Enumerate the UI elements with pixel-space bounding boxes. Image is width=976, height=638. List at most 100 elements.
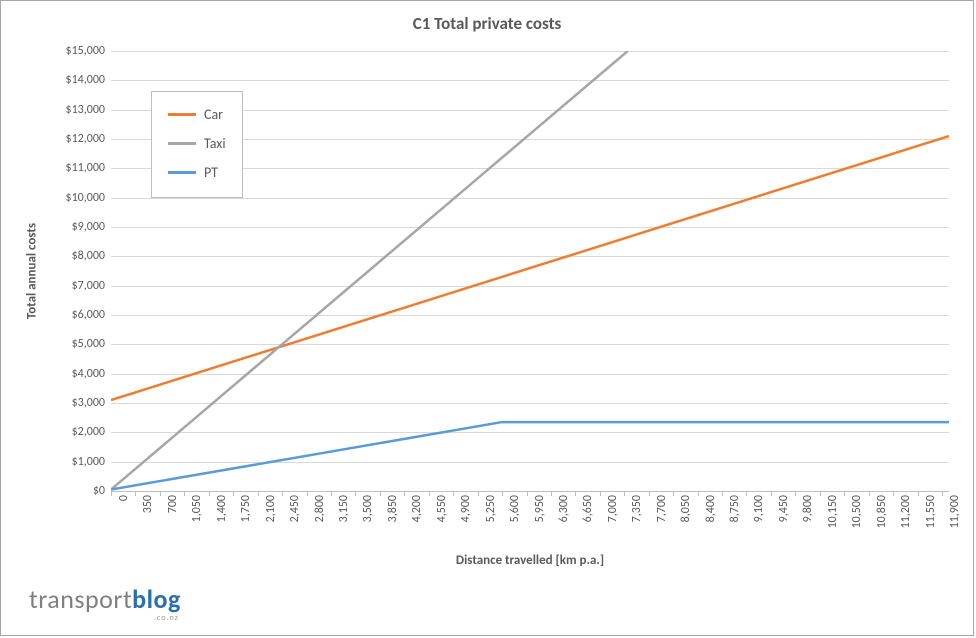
- x-tick-mark: [869, 491, 870, 496]
- legend: Car Taxi PT: [151, 91, 243, 198]
- legend-label: Car: [204, 106, 223, 123]
- x-tick-label: 4,900: [459, 495, 473, 555]
- watermark-text-blue: blog: [132, 583, 181, 615]
- y-axis-label: Total annual costs: [25, 223, 40, 319]
- legend-item: Car: [166, 100, 228, 129]
- x-tick-label: 1,750: [239, 495, 253, 555]
- y-tick-label: $8,000: [72, 249, 105, 263]
- x-tick-mark: [135, 491, 136, 496]
- x-tick-label: 1,400: [215, 495, 229, 555]
- x-tick-mark: [942, 491, 943, 496]
- x-tick-label: 6,650: [581, 495, 595, 555]
- x-tick-label: 7,350: [630, 495, 644, 555]
- x-tick-mark: [502, 491, 503, 496]
- legend-label: PT: [204, 164, 218, 181]
- x-tick-label: 9,800: [801, 495, 815, 555]
- x-tick-mark: [160, 491, 161, 496]
- y-tick-label: $15,000: [66, 44, 106, 58]
- y-tick-label: $6,000: [72, 308, 105, 322]
- x-tick-label: 2,800: [313, 495, 327, 555]
- y-tick-label: $10,000: [66, 191, 106, 205]
- x-tick-label: 0: [117, 495, 131, 555]
- x-tick-label: 9,450: [777, 495, 791, 555]
- x-tick-mark: [600, 491, 601, 496]
- x-tick-label: 4,200: [410, 495, 424, 555]
- legend-label: Taxi: [204, 135, 226, 152]
- y-tick-label: $13,000: [66, 103, 106, 117]
- x-tick-mark: [795, 491, 796, 496]
- x-tick-mark: [722, 491, 723, 496]
- x-axis-line: [111, 491, 949, 492]
- x-tick-label: 2,100: [264, 495, 278, 555]
- x-axis-label: Distance travelled [km p.a.]: [111, 553, 949, 568]
- watermark-logo: transportblog .co.nz: [29, 583, 181, 623]
- x-tick-label: 5,600: [508, 495, 522, 555]
- x-tick-label: 5,250: [484, 495, 498, 555]
- x-tick-label: 1,050: [190, 495, 204, 555]
- x-tick-label: 7,700: [655, 495, 669, 555]
- x-tick-label: 3,850: [386, 495, 400, 555]
- x-tick-label: 350: [141, 495, 155, 555]
- x-tick-mark: [698, 491, 699, 496]
- x-tick-mark: [282, 491, 283, 496]
- x-tick-label: 700: [166, 495, 180, 555]
- chart-frame: C1 Total private costs $0 $1,000 $2,000 $3,…: [0, 0, 974, 636]
- x-tick-mark: [893, 491, 894, 496]
- x-tick-label: 8,050: [679, 495, 693, 555]
- legend-swatch: [168, 171, 196, 174]
- x-tick-mark: [649, 491, 650, 496]
- x-tick-mark: [527, 491, 528, 496]
- x-tick-mark: [820, 491, 821, 496]
- x-tick-mark: [453, 491, 454, 496]
- x-tick-label: 11,200: [899, 495, 913, 555]
- x-tick-label: 8,750: [728, 495, 742, 555]
- chart-title: C1 Total private costs: [1, 13, 973, 34]
- x-tick-mark: [575, 491, 576, 496]
- x-tick-mark: [111, 491, 112, 496]
- watermark-text-gray: transport: [29, 583, 132, 615]
- y-tick-label: $12,000: [66, 132, 106, 146]
- legend-swatch: [168, 142, 196, 145]
- x-tick-label: 4,550: [435, 495, 449, 555]
- x-tick-mark: [746, 491, 747, 496]
- x-tick-mark: [673, 491, 674, 496]
- y-tick-label: $14,000: [66, 73, 106, 87]
- x-tick-mark: [355, 491, 356, 496]
- x-tick-mark: [404, 491, 405, 496]
- x-tick-mark: [184, 491, 185, 496]
- x-tick-mark: [331, 491, 332, 496]
- x-tick-mark: [209, 491, 210, 496]
- y-tick-label: $7,000: [72, 279, 105, 293]
- legend-swatch: [168, 113, 196, 116]
- y-tick-label: $5,000: [72, 337, 105, 351]
- x-tick-mark: [429, 491, 430, 496]
- x-tick-label: 5,950: [533, 495, 547, 555]
- x-tick-mark: [551, 491, 552, 496]
- x-tick-mark: [307, 491, 308, 496]
- x-tick-mark: [624, 491, 625, 496]
- x-tick-mark: [380, 491, 381, 496]
- x-tick-label: 2,450: [288, 495, 302, 555]
- x-tick-label: 7,000: [606, 495, 620, 555]
- y-tick-label: $3,000: [72, 396, 105, 410]
- y-tick-label: $4,000: [72, 367, 105, 381]
- x-tick-label: 3,500: [361, 495, 375, 555]
- x-tick-label: 10,850: [875, 495, 889, 555]
- x-tick-label: 3,150: [337, 495, 351, 555]
- y-tick-label: $11,000: [66, 161, 106, 175]
- x-tick-label: 10,150: [826, 495, 840, 555]
- x-tick-mark: [918, 491, 919, 496]
- y-tick-label: $2,000: [72, 425, 105, 439]
- x-tick-mark: [844, 491, 845, 496]
- series-pt: [111, 422, 949, 489]
- x-tick-label: 9,100: [752, 495, 766, 555]
- legend-item: Taxi: [166, 129, 228, 158]
- y-tick-label: $0: [93, 484, 105, 498]
- x-tick-mark: [771, 491, 772, 496]
- x-tick-label: 10,500: [850, 495, 864, 555]
- y-tick-label: $1,000: [72, 455, 105, 469]
- x-tick-mark: [478, 491, 479, 496]
- y-tick-label: $9,000: [72, 220, 105, 234]
- legend-item: PT: [166, 158, 228, 187]
- x-tick-label: 11,550: [924, 495, 938, 555]
